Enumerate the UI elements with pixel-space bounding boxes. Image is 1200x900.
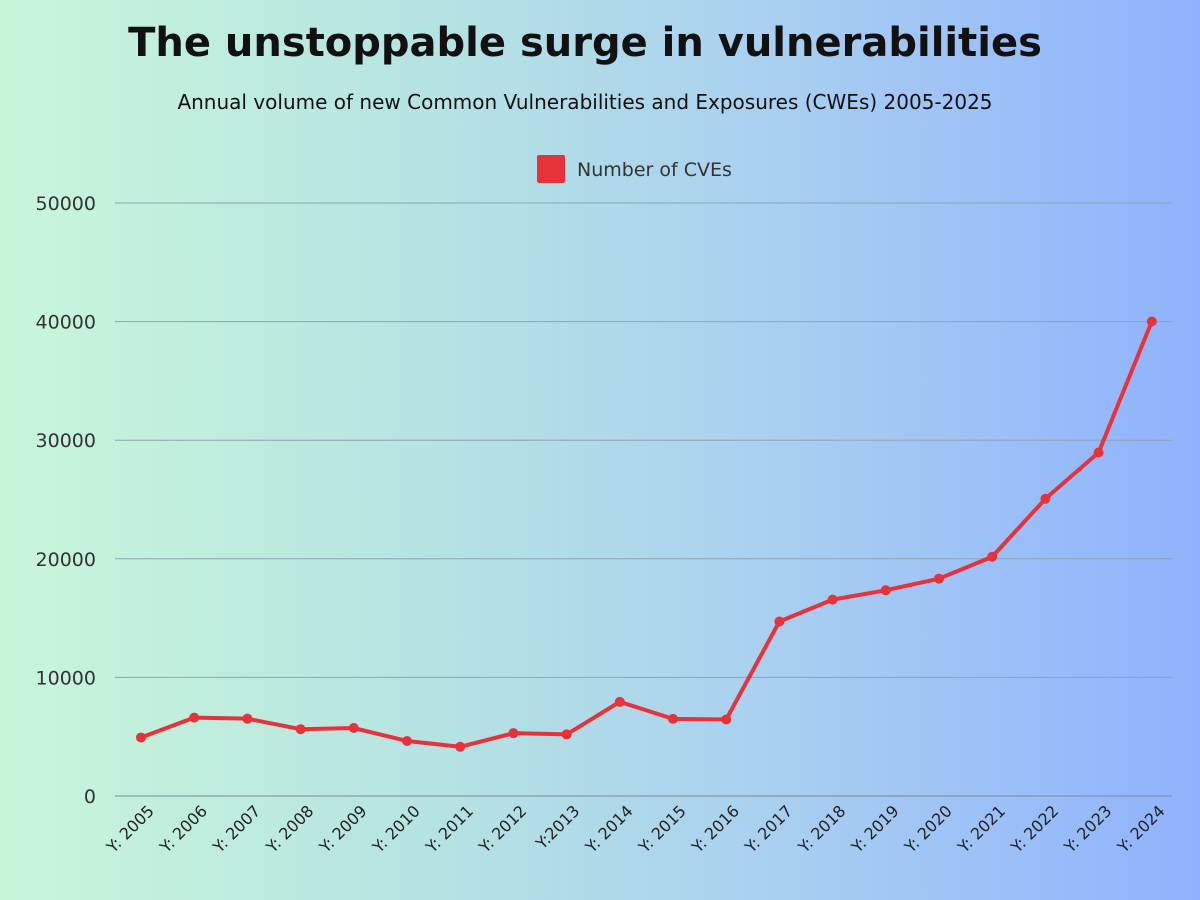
data-point — [721, 714, 732, 725]
legend: Number of CVEs — [537, 155, 732, 183]
data-point — [508, 728, 519, 739]
x-tick-label: Y: 2012 — [474, 801, 530, 857]
x-tick-label: Y: 2023 — [1060, 801, 1116, 857]
y-tick-label: 50000 — [36, 193, 96, 215]
data-point — [242, 713, 253, 724]
x-tick-label: Y: 2008 — [262, 801, 318, 857]
legend-label: Number of CVEs — [577, 159, 732, 181]
series-line — [140, 320, 1154, 749]
data-point — [455, 741, 466, 752]
data-point — [987, 551, 998, 562]
x-tick-label: Y: 2011 — [421, 801, 477, 857]
x-tick-label: Y: 2017 — [740, 801, 796, 857]
y-tick-label: 40000 — [36, 312, 96, 334]
legend-swatch — [537, 155, 565, 183]
x-tick-label: Y: 2024 — [1113, 801, 1169, 857]
data-point — [774, 616, 785, 627]
x-tick-label: Y: 2009 — [315, 801, 371, 857]
x-tick-label: Y:2013 — [531, 801, 583, 853]
data-point — [1040, 493, 1051, 504]
data-point — [348, 723, 359, 734]
data-point — [295, 724, 306, 735]
x-tick-label: Y: 2015 — [634, 801, 690, 857]
data-point — [614, 696, 625, 707]
x-tick-label: Y: 2014 — [581, 801, 637, 857]
x-tick-label: Y: 2016 — [687, 801, 743, 857]
x-tick-label: Y: 2006 — [155, 801, 211, 857]
data-point — [1146, 316, 1157, 327]
x-tick-label: Y: 2019 — [847, 801, 903, 857]
x-tick-label: Y: 2010 — [368, 801, 424, 857]
data-point — [668, 713, 678, 724]
x-tick-label: Y: 2020 — [900, 801, 956, 857]
y-tick-label: 0 — [84, 786, 96, 808]
x-tick-label: Y: 2022 — [1006, 801, 1062, 857]
x-tick-label: Y: 2005 — [102, 801, 158, 857]
x-tick-label: Y: 2021 — [953, 801, 1009, 857]
y-tick-label: 30000 — [36, 430, 96, 452]
data-point — [934, 573, 944, 584]
data-point — [1093, 447, 1104, 458]
x-tick-label: Y: 2018 — [794, 801, 850, 857]
y-tick-label: 20000 — [36, 549, 96, 571]
data-point — [402, 735, 412, 746]
y-tick-label: 10000 — [36, 667, 96, 689]
data-point — [561, 729, 572, 740]
data-point — [880, 585, 891, 596]
x-tick-label: Y: 2007 — [208, 801, 264, 857]
chart-subtitle: Annual volume of new Common Vulnerabilit… — [177, 90, 993, 114]
data-point — [827, 594, 838, 605]
data-point — [136, 732, 146, 743]
data-point — [189, 712, 200, 723]
chart-title: The unstoppable surge in vulnerabilities — [128, 20, 1042, 66]
